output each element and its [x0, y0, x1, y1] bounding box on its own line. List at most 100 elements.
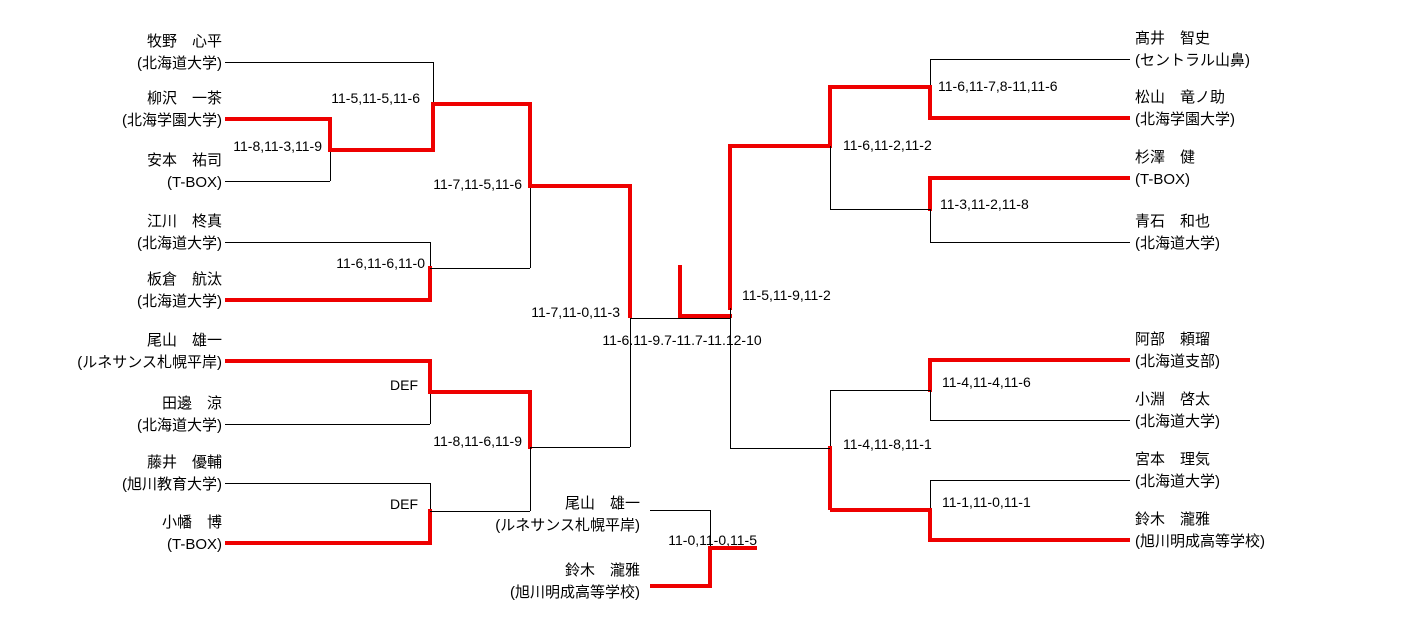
player-club: (北海学園大学): [1135, 111, 1235, 128]
score-right-qf3: 11-4,11-4,11-6: [942, 374, 1031, 390]
player-club: (北海道大学): [1135, 235, 1220, 252]
bracket-join-left-qf2: [430, 242, 431, 268]
score-grand-final: 11-6.11-9.7-11.7-11.12-10: [602, 332, 762, 348]
score-right-qf1: 11-3,11-2,11-8: [940, 196, 1029, 212]
player-label-aoishi: 青石 和也 (北海道大学): [1135, 213, 1355, 252]
bracket-join-right-sf-top: [830, 146, 831, 209]
player-club: (ルネサンス札幌平岸): [77, 354, 222, 371]
winner-path-sugisawa: [928, 176, 1130, 180]
winner-path-left-qf2-join: [428, 266, 432, 300]
bracket-line-takai: [930, 59, 1130, 60]
bracket-line-right-qf3-exit: [830, 390, 930, 391]
winner-path-suzuki: [928, 538, 1130, 542]
winner-path-right-qf4-exit: [830, 508, 930, 512]
score-left-qf1: 11-5,11-5,11-6: [331, 90, 420, 106]
bracket-join-right-qf1: [930, 209, 931, 242]
bracket-line-left-qf2-exit: [430, 268, 530, 269]
player-club: (旭川明成高等学校): [1135, 533, 1265, 550]
winner-path-itakura: [225, 298, 432, 302]
bracket-join-third: [710, 510, 711, 548]
player-label-makino: 牧野 心平 (北海道大学): [60, 33, 222, 72]
bracket-join-right-r1: [930, 59, 931, 87]
player-name: 江川 柊真: [146, 213, 222, 230]
winner-path-left-sf-top-exit: [530, 184, 632, 188]
winner-path-left-qf4-join: [428, 509, 432, 543]
player-name: 尾山 雄一: [146, 332, 222, 349]
player-club: (セントラル山鼻): [1135, 52, 1250, 69]
player-name: 安本 祐司: [146, 152, 222, 169]
score-right-qf4: 11-1,11-0,11-1: [942, 494, 1031, 510]
player-club: (T-BOX): [1135, 171, 1190, 188]
player-label-suzuki: 鈴木 瀧雅 (旭川明成高等学校): [1135, 511, 1355, 550]
bracket-line-right-sf-bot-exit: [730, 448, 830, 449]
winner-path-right-sf-bot-join: [828, 446, 832, 510]
winner-path-left-r1-exit: [330, 148, 435, 152]
winner-path-right-qf4-join: [928, 508, 932, 540]
score-left-sf-bottom: 11-8,11-6,11-9: [433, 433, 522, 449]
player-club: (北海道大学): [137, 293, 222, 310]
player-label-takai: 髙井 智史 (セントラル山鼻): [1135, 30, 1355, 69]
winner-path-left-r1-join: [328, 117, 332, 152]
player-name: 阿部 頼瑠: [1135, 331, 1211, 348]
score-right-sf-top: 11-6,11-2,11-2: [843, 137, 932, 153]
player-name: 杉澤 健: [1135, 149, 1196, 166]
score-left-qf4-def: DEF: [390, 496, 418, 512]
winner-path-right-qf3-join: [928, 358, 932, 392]
bracket-join-left-sf-top: [530, 186, 531, 268]
player-label-yasumoto: 安本 祐司 (T-BOX): [60, 152, 222, 191]
score-right-final: 11-5,11-9,11-2: [742, 287, 831, 303]
bracket-join-right-qf4: [930, 480, 931, 510]
third-place-player-top: 尾山 雄一 (ルネサンス札幌平岸): [478, 495, 640, 534]
winner-path-right-r1-join: [928, 85, 932, 118]
player-club: (北海道大学): [137, 417, 222, 434]
winner-path-right-sf-top-exit: [730, 144, 830, 148]
player-name: 田邊 涼: [161, 395, 222, 412]
winner-path-right-r1-exit: [830, 85, 930, 89]
player-label-egawa: 江川 柊真 (北海道大学): [60, 213, 222, 252]
bracket-join-left-qf3: [430, 392, 431, 424]
player-club: (旭川教育大学): [122, 476, 222, 493]
winner-path-third-bottom: [650, 584, 712, 588]
score-right-round1: 11-6,11-7,8-11,11-6: [938, 78, 1058, 94]
player-name: 青石 和也: [1135, 213, 1211, 230]
bracket-line-left-sf-bot-exit: [530, 447, 630, 448]
player-club: (旭川明成高等学校): [510, 584, 640, 601]
bracket-line-makino: [225, 62, 433, 63]
winner-path-champion-marker: [678, 265, 682, 318]
bracket-line-grand-final: [630, 318, 730, 319]
player-name: 藤井 優輔: [146, 454, 222, 471]
player-name: 小幡 博: [161, 514, 222, 531]
score-third-place: 11-0,11-0,11-5: [668, 532, 757, 548]
bracket-line-kobuchi: [930, 420, 1130, 421]
winner-path-left-qf3-exit: [430, 390, 532, 394]
bracket-line-right-qf1-exit: [830, 209, 930, 210]
player-name: 小淵 啓太: [1135, 391, 1211, 408]
bracket-line-egawa: [225, 242, 430, 243]
player-club: (北海学園大学): [122, 112, 222, 129]
player-club: (T-BOX): [167, 174, 222, 191]
player-name: 柳沢 一茶: [146, 90, 222, 107]
player-club: (北海道大学): [1135, 413, 1220, 430]
bracket-join-left-qf4: [430, 483, 431, 511]
bracket-join-right-qf3: [930, 390, 931, 420]
player-club: (北海道大学): [137, 55, 222, 72]
score-left-qf3-def: DEF: [390, 377, 418, 393]
winner-path-right-final-join: [728, 144, 732, 310]
player-name: 髙井 智史: [1135, 30, 1211, 47]
player-club: (北海道支部): [1135, 353, 1220, 370]
player-label-kobuchi: 小淵 啓太 (北海道大学): [1135, 391, 1355, 430]
player-label-yanagisawa: 柳沢 一茶 (北海学園大学): [60, 90, 222, 129]
player-label-obata: 小幡 博 (T-BOX): [60, 514, 222, 553]
bracket-join-left-r1: [330, 150, 331, 181]
bracket-join-left-sf-bot: [530, 447, 531, 511]
player-club: (T-BOX): [167, 536, 222, 553]
winner-path-right-qf1-join: [928, 176, 932, 211]
winner-path-third-exit: [710, 546, 757, 550]
winner-path-left-final-join: [628, 184, 632, 318]
player-name: 牧野 心平: [146, 33, 222, 50]
bracket-line-miyamoto: [930, 480, 1130, 481]
player-name: 尾山 雄一: [564, 495, 640, 512]
winner-path-left-qf1-join: [431, 102, 435, 152]
player-label-fujii: 藤井 優輔 (旭川教育大学): [60, 454, 222, 493]
player-name: 松山 竜ノ助: [1135, 89, 1226, 106]
